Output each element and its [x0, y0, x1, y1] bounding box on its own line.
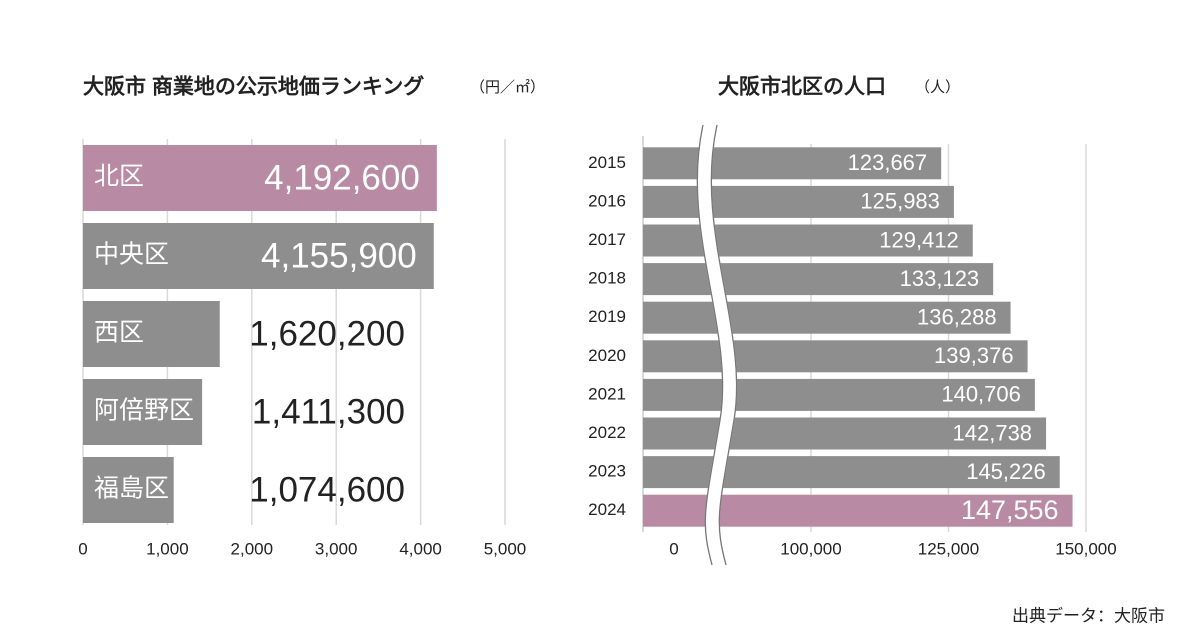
x-tick-label: 0 [669, 539, 678, 558]
axis-break-line [710, 124, 738, 566]
chart-title: 大阪市北区の人口 [718, 75, 886, 99]
y-tick-label: 2022 [588, 423, 626, 442]
bar [83, 457, 174, 523]
chart-unit: （円／㎡） [470, 79, 545, 96]
x-tick-label: 4,000 [399, 539, 442, 558]
category-label: 西区 [94, 319, 144, 347]
axis-break [696, 123, 738, 567]
bar [83, 301, 220, 367]
x-tick-label: 0 [78, 539, 87, 558]
bar [643, 417, 1047, 450]
y-tick-label: 2015 [588, 153, 626, 172]
land-price-chart: 大阪市 商業地の公示地価ランキング （円／㎡） 0 1,000 2,000 3,000… [78, 75, 545, 559]
x-tick-label: 100,000 [780, 539, 841, 558]
category-label: 阿倍野区 [94, 397, 194, 425]
value-label: 142,738 [953, 420, 1033, 445]
chart-title: 大阪市 商業地の公示地価ランキング [83, 75, 424, 99]
category-label: 北区 [94, 163, 144, 191]
x-tick-label: 125,000 [918, 539, 979, 558]
value-label: 145,226 [966, 459, 1046, 484]
x-tick-label: 2,000 [231, 539, 274, 558]
bar [643, 340, 1028, 373]
y-tick-label: 2021 [588, 384, 626, 403]
chart-unit: （人） [915, 79, 960, 96]
bar [83, 223, 434, 289]
x-tick-label: 150,000 [1055, 539, 1116, 558]
y-tick-label: 2023 [588, 462, 626, 481]
source-note: 出典データ：大阪市 [1012, 605, 1165, 625]
bar [643, 224, 973, 257]
category-label: 中央区 [94, 241, 169, 269]
value-label: 147,556 [961, 495, 1059, 525]
bar [643, 263, 994, 296]
value-label: 136,288 [917, 305, 997, 330]
y-tick-label: 2016 [588, 191, 626, 210]
value-label: 125,983 [860, 189, 940, 214]
value-label: 133,123 [900, 266, 980, 291]
x-tick-label: 1,000 [146, 539, 189, 558]
y-tick-label: 2018 [588, 269, 626, 288]
bar [643, 378, 1035, 411]
axis-break-line [696, 124, 724, 566]
value-label: 4,192,600 [264, 158, 420, 197]
y-tick-label: 2019 [588, 307, 626, 326]
category-label: 福島区 [94, 475, 169, 503]
bar [643, 301, 1011, 334]
value-label: 1,411,300 [252, 392, 405, 431]
value-label: 1,620,200 [249, 314, 405, 353]
bars [83, 145, 437, 523]
value-label: 123,667 [848, 150, 928, 175]
y-tick-label: 2020 [588, 346, 626, 365]
bar [83, 145, 437, 211]
value-label: 129,412 [879, 227, 959, 252]
value-label: 140,706 [941, 382, 1021, 407]
x-tick-label: 3,000 [315, 539, 358, 558]
value-label: 139,376 [934, 343, 1014, 368]
x-tick-label: 5,000 [484, 539, 527, 558]
bar [643, 147, 942, 180]
y-tick-label: 2017 [588, 230, 626, 249]
value-label: 1,074,600 [249, 470, 405, 509]
value-label: 4,155,900 [261, 236, 417, 275]
bar [643, 185, 954, 218]
bar [83, 379, 203, 445]
axis-break-gap [696, 123, 738, 567]
y-tick-label: 2024 [588, 500, 626, 519]
